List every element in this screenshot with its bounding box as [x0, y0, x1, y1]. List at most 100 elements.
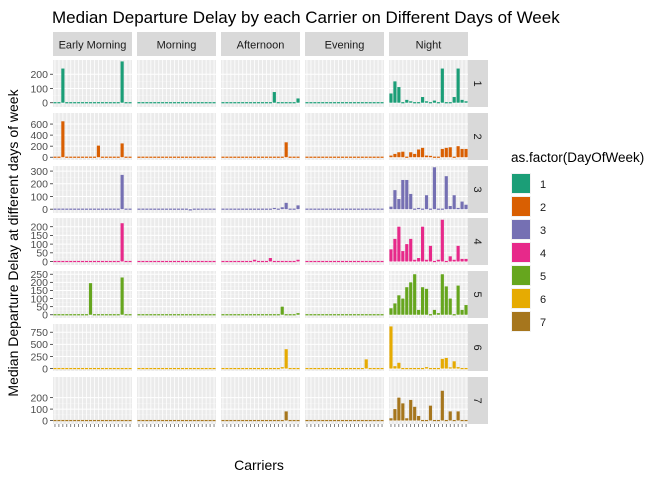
- bar: [53, 419, 57, 422]
- bar: [96, 145, 101, 158]
- facet-panel: [389, 218, 468, 265]
- bar: [88, 419, 93, 422]
- bar: [397, 87, 401, 103]
- bar: [204, 260, 208, 263]
- bar: [336, 102, 341, 104]
- bar: [61, 367, 65, 370]
- bar: [108, 208, 112, 210]
- bar: [424, 155, 429, 158]
- bar: [157, 156, 161, 158]
- bar: [180, 419, 185, 422]
- panel-background: [137, 218, 216, 265]
- bar: [57, 260, 61, 263]
- y-tick-label: 200: [30, 222, 48, 234]
- bar: [352, 102, 356, 104]
- bar: [69, 208, 73, 210]
- bar: [336, 156, 341, 158]
- bar: [81, 314, 85, 316]
- bar: [108, 102, 112, 104]
- bar: [325, 156, 329, 158]
- bar: [344, 367, 349, 370]
- bar: [460, 99, 464, 103]
- legend-label: 2: [540, 202, 546, 214]
- bar: [237, 260, 241, 263]
- bar: [212, 260, 216, 263]
- bar: [212, 367, 216, 370]
- bar: [292, 419, 296, 422]
- bar: [440, 219, 444, 262]
- bar: [221, 314, 225, 316]
- bar: [145, 419, 149, 422]
- bar: [88, 260, 93, 263]
- bar: [464, 419, 468, 422]
- bar: [200, 314, 204, 316]
- bar: [321, 314, 325, 316]
- bar: [184, 419, 188, 422]
- bar: [280, 207, 284, 210]
- bar: [168, 419, 173, 422]
- bar: [77, 419, 81, 422]
- bar: [237, 102, 241, 104]
- bar: [456, 207, 460, 210]
- legend-label: 4: [540, 248, 546, 260]
- bar: [241, 419, 245, 422]
- bar: [368, 419, 372, 422]
- bar: [225, 102, 229, 104]
- row-strip-label: 5: [471, 291, 483, 297]
- bar: [329, 208, 333, 210]
- bar: [124, 260, 128, 263]
- bar: [124, 208, 128, 210]
- bar: [440, 68, 444, 103]
- bar: [149, 156, 153, 158]
- bar: [104, 260, 108, 263]
- y-tick-label: 0: [42, 415, 48, 427]
- bar: [208, 156, 212, 158]
- bar: [440, 274, 444, 315]
- bar: [432, 167, 437, 210]
- bar: [249, 102, 253, 104]
- bar: [184, 208, 188, 210]
- bar: [325, 367, 329, 370]
- bar: [309, 367, 313, 370]
- bar: [165, 102, 169, 104]
- bar: [128, 260, 132, 263]
- bar: [317, 156, 321, 158]
- bar: [309, 314, 313, 316]
- facet-panel: [305, 113, 384, 160]
- y-tick-label: 500: [30, 339, 48, 351]
- bar: [81, 367, 85, 370]
- y-tick-label: 100: [30, 83, 48, 95]
- bar: [313, 208, 317, 210]
- bar: [145, 367, 149, 370]
- bar: [180, 314, 185, 316]
- bar: [128, 367, 132, 370]
- panel-background: [221, 113, 300, 160]
- legend-swatch: [512, 243, 530, 262]
- facet-panel: [221, 60, 300, 107]
- bar: [88, 102, 93, 104]
- bar: [161, 419, 165, 422]
- bar: [184, 156, 188, 158]
- bar: [272, 419, 276, 422]
- y-tick-label: 100: [30, 191, 48, 203]
- bar: [428, 367, 433, 370]
- y-tick-label: 250: [30, 269, 48, 281]
- bar: [96, 367, 101, 370]
- bar: [100, 102, 104, 104]
- bar: [212, 419, 216, 422]
- bar: [65, 367, 69, 370]
- bar: [284, 102, 288, 104]
- bar: [376, 102, 380, 104]
- bar: [237, 208, 241, 210]
- bar: [120, 419, 124, 422]
- bar: [161, 102, 165, 104]
- bar: [344, 314, 349, 316]
- bar: [137, 208, 141, 210]
- facet-panel: [137, 218, 216, 265]
- column-strip-label: Night: [416, 40, 442, 52]
- bar: [413, 102, 417, 104]
- row-strip: [468, 271, 488, 318]
- bar: [124, 102, 128, 104]
- bar: [448, 206, 452, 210]
- bar: [444, 147, 448, 158]
